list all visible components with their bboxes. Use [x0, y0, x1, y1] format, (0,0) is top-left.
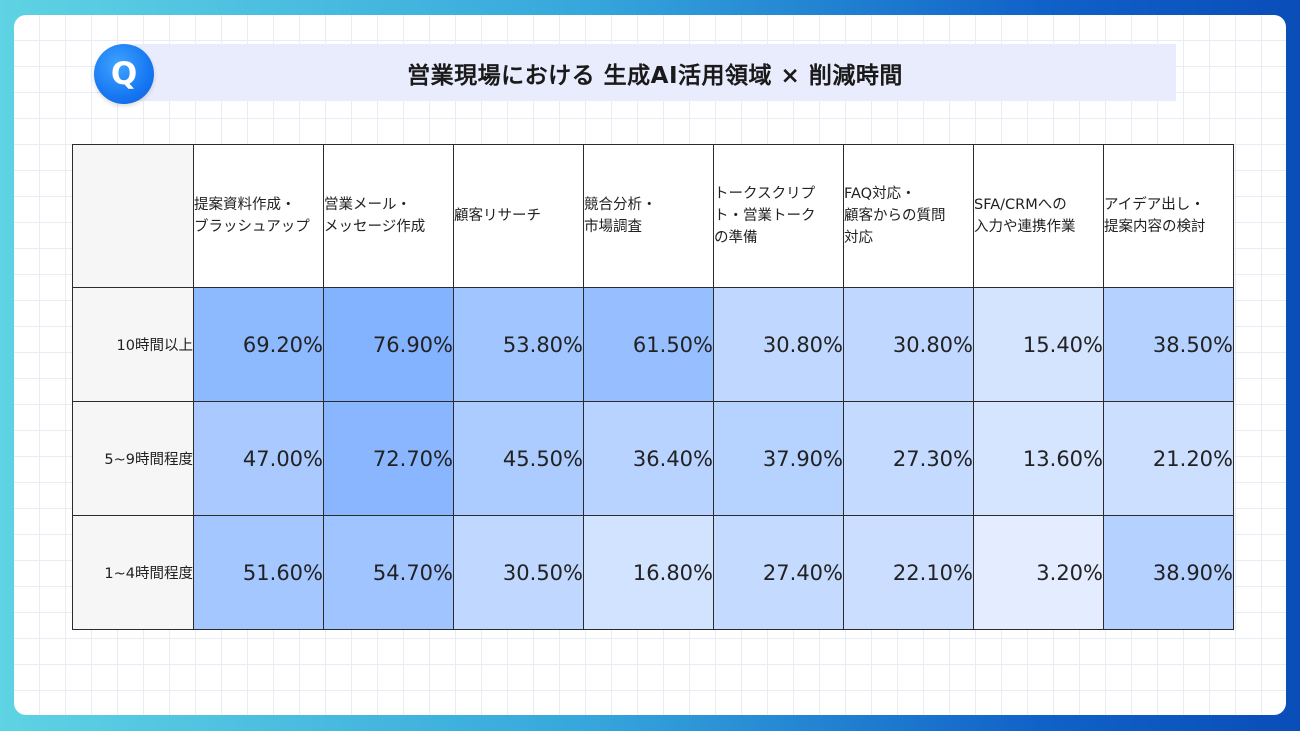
- heatmap-cell: 53.80%: [453, 287, 584, 402]
- page-title: 営業現場における 生成AI活用領域 × 削減時間: [407, 62, 903, 89]
- heatmap-cell: 47.00%: [193, 401, 324, 516]
- slide: 営業現場における 生成AI活用領域 × 削減時間 Q 提案資料作成・ ブラッシュア…: [14, 15, 1286, 715]
- column-header-line: 顧客からの質問: [844, 208, 946, 224]
- row-header: 5~9時間程度: [72, 401, 194, 516]
- heatmap-cell: 51.60%: [193, 515, 324, 630]
- heatmap-cell: 38.50%: [1103, 287, 1234, 402]
- corner-cell: [72, 144, 194, 288]
- heatmap-cell: 30.50%: [453, 515, 584, 630]
- column-header-line: 市場調査: [584, 219, 642, 235]
- heatmap-cell: 45.50%: [453, 401, 584, 516]
- column-header: 営業メール・ メッセージ作成: [323, 144, 454, 288]
- heatmap-table: 提案資料作成・ ブラッシュアップ 営業メール・ メッセージ作成 顧客リサーチ 競合分析・市…: [72, 144, 1234, 630]
- column-header-line: ト・営業トーク: [714, 208, 816, 224]
- row-header: 10時間以上: [72, 287, 194, 402]
- column-header: SFA/CRMへの 入力や連携作業: [973, 144, 1104, 288]
- heatmap-cell: 36.40%: [583, 401, 714, 516]
- column-header: 競合分析・ 市場調査: [583, 144, 714, 288]
- column-header-line: アイデア出し・: [1104, 197, 1205, 213]
- heatmap-cell: 15.40%: [973, 287, 1104, 402]
- header-row: 提案資料作成・ ブラッシュアップ 営業メール・ メッセージ作成 顧客リサーチ 競合分析・市…: [72, 144, 1234, 288]
- column-header-line: 営業メール・: [324, 197, 411, 213]
- logo-letter: Q: [110, 56, 138, 92]
- heatmap-cell: 72.70%: [323, 401, 454, 516]
- column-header-line: ブラッシュアップ: [194, 219, 310, 235]
- heatmap-cell: 37.90%: [713, 401, 844, 516]
- row-header: 1~4時間程度: [72, 515, 194, 630]
- heatmap-cell: 30.80%: [713, 287, 844, 402]
- column-header-line: 対応: [844, 230, 873, 246]
- heatmap-cell: 69.20%: [193, 287, 324, 402]
- column-header-line: 提案資料作成・: [194, 197, 296, 213]
- column-header: トークスクリプ ト・営業トーク の準備: [713, 144, 844, 288]
- table-row: 1~4時間程度 51.60% 54.70% 30.50% 16.80% 27.40% 22.…: [72, 515, 1234, 630]
- column-header-line: 顧客リサーチ: [454, 208, 541, 224]
- column-header: FAQ対応・顧客からの質問 対応: [843, 144, 974, 288]
- heatmap-cell: 61.50%: [583, 287, 714, 402]
- column-header-line: 提案内容の検討: [1104, 219, 1206, 235]
- heatmap-cell: 76.90%: [323, 287, 454, 402]
- column-header-line: SFA/CRMへの: [974, 197, 1067, 213]
- column-header-line: 競合分析・: [584, 197, 657, 213]
- table-row: 10時間以上 69.20% 76.90% 53.80% 61.50% 30.80% 30.8…: [72, 287, 1234, 402]
- column-header: アイデア出し・ 提案内容の検討: [1103, 144, 1234, 288]
- column-header-line: の準備: [714, 230, 758, 246]
- heatmap-cell: 22.10%: [843, 515, 974, 630]
- heatmap-cell: 13.60%: [973, 401, 1104, 516]
- heatmap-cell: 54.70%: [323, 515, 454, 630]
- title-bar: 営業現場における 生成AI活用領域 × 削減時間: [134, 44, 1176, 101]
- heatmap-cell: 30.80%: [843, 287, 974, 402]
- heatmap-cell: 16.80%: [583, 515, 714, 630]
- heatmap-cell: 38.90%: [1103, 515, 1234, 630]
- column-header-line: メッセージ作成: [324, 219, 426, 235]
- table-row: 5~9時間程度 47.00% 72.70% 45.50% 36.40% 37.90% 27.…: [72, 401, 1234, 516]
- q-logo-icon: Q: [94, 44, 154, 104]
- column-header: 顧客リサーチ: [453, 144, 584, 288]
- column-header-line: トークスクリプ: [714, 186, 816, 202]
- heatmap-cell: 27.40%: [713, 515, 844, 630]
- column-header: 提案資料作成・ ブラッシュアップ: [193, 144, 324, 288]
- column-header-line: 入力や連携作業: [974, 219, 1076, 235]
- heatmap-cell: 27.30%: [843, 401, 974, 516]
- column-header-line: FAQ対応・: [844, 186, 916, 202]
- heatmap-cell: 21.20%: [1103, 401, 1234, 516]
- heatmap-cell: 3.20%: [973, 515, 1104, 630]
